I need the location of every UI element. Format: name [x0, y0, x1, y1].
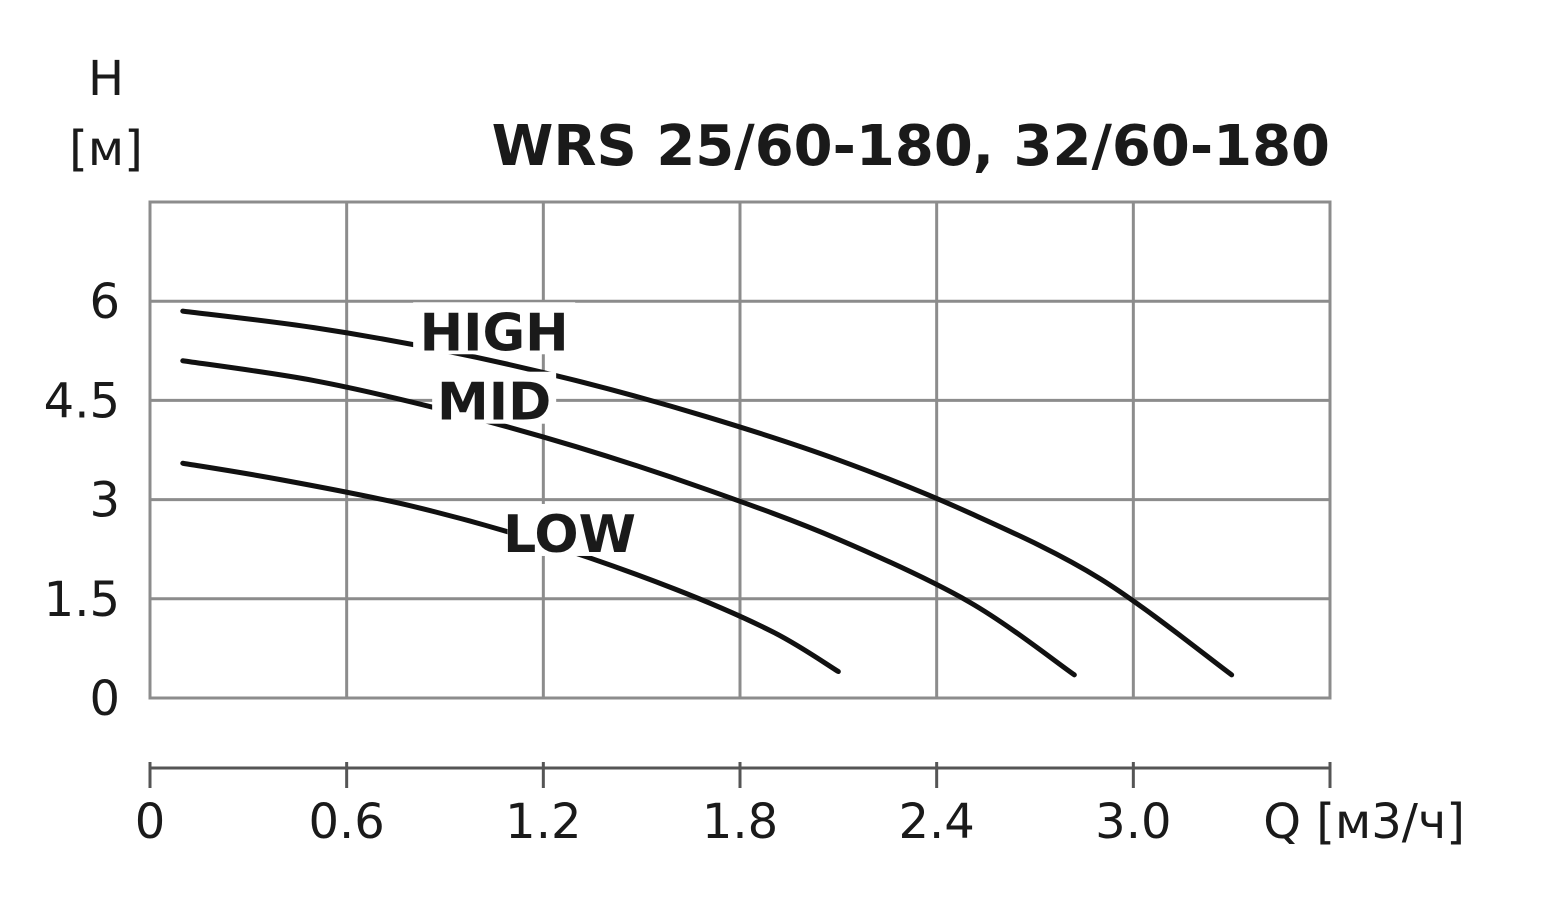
x-tick-label: 2.4: [898, 794, 974, 850]
y-axis-symbol: H: [88, 51, 124, 107]
curve-label-bg: [413, 302, 576, 355]
y-tick-label: 1.5: [44, 572, 120, 628]
y-tick-label: 4.5: [44, 373, 120, 429]
x-tick-label: 0: [135, 794, 166, 850]
curve-mid: [180, 358, 1077, 678]
y-tick-label: 6: [89, 274, 120, 330]
curves: [180, 308, 1235, 678]
x-axis-label: Q [м3/ч]: [1263, 794, 1465, 850]
y-tick-label: 0: [89, 671, 120, 727]
x-tick-label: 1.2: [505, 794, 581, 850]
curve-label-high: HIGH: [420, 303, 569, 363]
curve-label-bg: [432, 371, 557, 424]
chart-title: WRS 25/60-180, 32/60-180: [492, 114, 1330, 179]
y-axis-unit: [м]: [69, 121, 143, 177]
x-tick-label: 1.8: [702, 794, 778, 850]
plot-frame: [148, 200, 1332, 700]
y-axis-ticks: 0 1.5 3 4.5 6: [44, 274, 120, 727]
curve-label-low: LOW: [503, 505, 636, 565]
curve-label-bg: [507, 503, 632, 556]
grid: [148, 200, 1332, 700]
curve-labels: HIGH MID LOW: [413, 302, 636, 565]
x-axis-scale: 0 0.6 1.2 1.8 2.4 3.0: [135, 762, 1332, 850]
x-tick-label: 3.0: [1095, 794, 1171, 850]
x-tick-label: 0.6: [308, 794, 384, 850]
curve-label-mid: MID: [437, 373, 551, 433]
y-tick-label: 3: [89, 473, 120, 529]
curve-high: [180, 308, 1235, 678]
